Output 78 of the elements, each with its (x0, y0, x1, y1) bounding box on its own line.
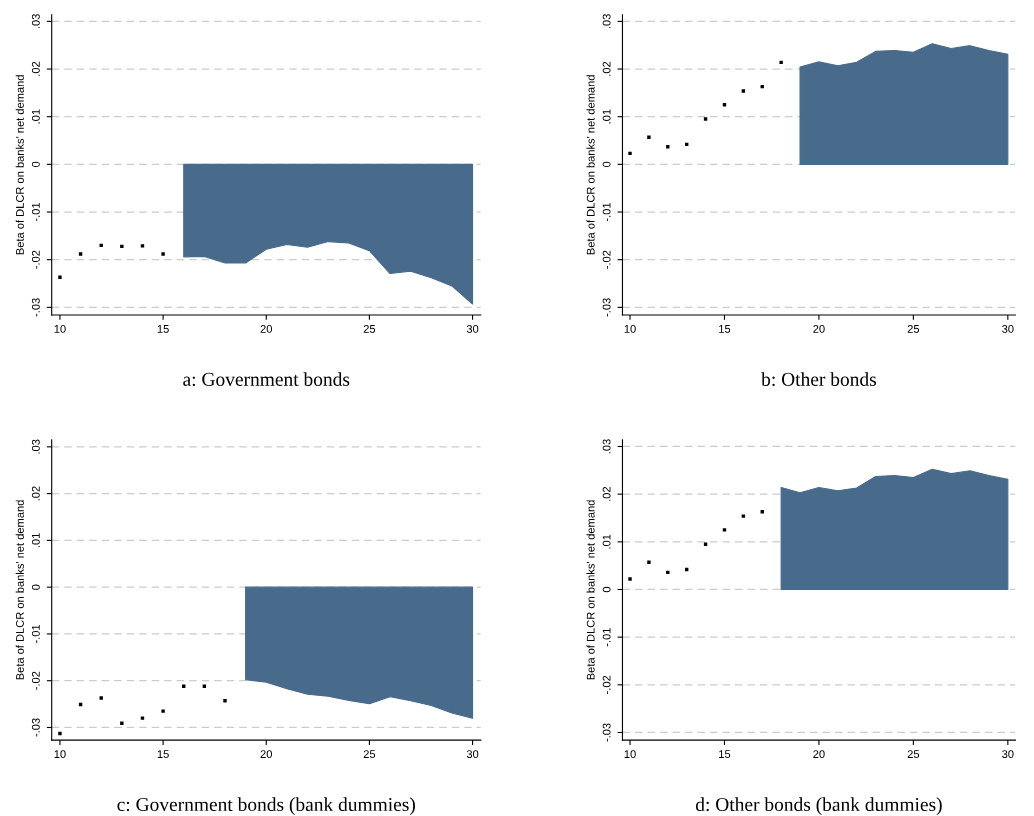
text: a: Government bonds (183, 372, 350, 386)
y-tick-label: 0 (602, 586, 611, 593)
y-tick-label: .01 (31, 533, 40, 548)
x-tick-label: 20 (813, 324, 825, 333)
y-tick-label: 0 (31, 584, 40, 590)
y-tick-label: -.03 (31, 298, 40, 317)
x-tick-label: 15 (157, 750, 169, 758)
x-tick-label: 10 (624, 750, 636, 758)
point (58, 275, 62, 280)
x-tick-label: 20 (813, 750, 825, 758)
x-tick-label: 25 (363, 750, 376, 758)
point (666, 145, 670, 149)
text: c: Government bonds (bank dummies) (117, 797, 415, 815)
x-tick-label: 30 (466, 324, 479, 333)
point (647, 560, 651, 565)
point (120, 244, 124, 249)
text: d: Other bonds (bank dummies) (695, 797, 942, 815)
y-tick-label: -.03 (602, 298, 611, 317)
y-tick-label: -.02 (602, 675, 611, 694)
point (120, 721, 124, 725)
point (628, 151, 632, 156)
y-axis-title: Beta of DLCR on banks' net demand (586, 500, 595, 680)
y-tick-label: .02 (602, 61, 611, 76)
point (140, 244, 145, 248)
text: b: Other bonds (761, 372, 877, 386)
y-tick-label: -.01 (31, 202, 40, 222)
y-tick-label: .02 (602, 487, 611, 501)
y-axis-title: Beta of DLCR on banks' net demand (15, 75, 24, 255)
point (628, 577, 632, 581)
point (140, 716, 145, 720)
y-axis-title: Beta of DLCR on banks' net demand (586, 75, 595, 255)
y-tick-label: -.01 (602, 628, 611, 647)
y-tick-label: -.02 (602, 250, 611, 269)
point (741, 89, 746, 93)
x-tick-label: 15 (719, 750, 731, 758)
point (161, 709, 165, 713)
x-tick-label: 25 (907, 324, 920, 333)
x-tick-label: 20 (260, 324, 272, 333)
x-tick-label: 20 (260, 750, 272, 758)
x-tick-label: 15 (157, 325, 169, 333)
y-tick-label: .01 (602, 534, 611, 549)
y-tick-label: -.01 (31, 624, 40, 644)
point (647, 135, 651, 139)
x-tick-label: 30 (1002, 324, 1014, 333)
point (78, 252, 83, 256)
y-tick-label: -.02 (31, 250, 40, 269)
x-tick-label: 25 (907, 750, 920, 758)
point (741, 514, 746, 518)
y-tick-label: .03 (602, 14, 611, 29)
y-tick-label: -.01 (602, 202, 611, 222)
x-tick-label: 10 (624, 324, 636, 333)
y-tick-label: 0 (602, 161, 611, 168)
y-tick-label: -.03 (31, 718, 40, 737)
y-tick-label: -.02 (31, 671, 40, 690)
y-tick-label: .01 (31, 109, 40, 124)
x-tick-label: 10 (54, 750, 66, 758)
point (666, 570, 670, 575)
point (58, 731, 62, 736)
y-tick-label: .03 (31, 14, 40, 29)
y-tick-label: .03 (602, 439, 611, 454)
y-tick-label: .01 (602, 109, 611, 124)
x-tick-label: 15 (719, 325, 731, 333)
point (703, 117, 708, 121)
y-tick-label: -.03 (602, 723, 611, 742)
point (722, 528, 727, 532)
y-tick-label: .03 (31, 439, 40, 454)
y-tick-label: .02 (31, 61, 40, 76)
point (779, 60, 783, 65)
point (161, 252, 165, 256)
x-tick-label: 10 (54, 324, 66, 333)
x-tick-label: 30 (1002, 750, 1014, 758)
x-tick-label: 30 (466, 750, 479, 758)
x-tick-label: 25 (363, 324, 376, 333)
point (223, 699, 227, 703)
y-tick-label: 0 (31, 161, 40, 168)
point (99, 696, 103, 700)
y-axis-title: Beta of DLCR on banks' net demand (15, 500, 24, 680)
y-tick-label: .02 (31, 486, 40, 501)
